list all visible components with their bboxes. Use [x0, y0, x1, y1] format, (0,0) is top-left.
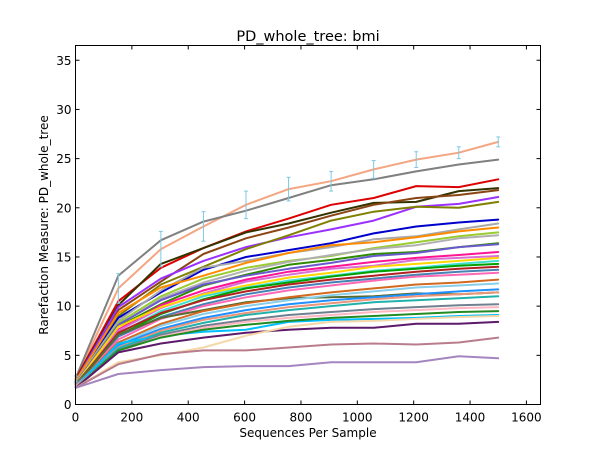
chart-title: PD_whole_tree: bmi — [236, 29, 379, 45]
errorbar-layer — [73, 136, 501, 383]
series-line-27 — [74, 291, 500, 387]
y-axis: 0 5 10 15 20 25 30 35 — [56, 54, 541, 412]
x-tick-label: 1600 — [511, 411, 542, 425]
y-tick-label: 20 — [56, 201, 71, 215]
x-tick-label: 400 — [177, 411, 200, 425]
series-layer — [74, 140, 500, 389]
series-line-6 — [74, 196, 500, 382]
series-line-22 — [74, 271, 500, 386]
series-line-14 — [74, 243, 500, 384]
series-line-16 — [74, 255, 500, 384]
plot-frame — [75, 45, 541, 405]
y-tick-label: 15 — [56, 250, 71, 264]
series-line-36 — [74, 355, 500, 389]
series-line-5 — [74, 189, 500, 381]
y-tick-label: 30 — [56, 103, 71, 117]
x-tick-label: 1400 — [455, 411, 486, 425]
x-tick-label: 600 — [233, 411, 256, 425]
series-line-25 — [74, 282, 500, 387]
x-axis: 0 200 400 600 800 1000 1200 1400 1600 — [72, 45, 542, 425]
y-tick-label: 35 — [56, 54, 71, 68]
x-axis-label: Sequences Per Sample — [239, 426, 376, 440]
y-tick-label: 0 — [64, 398, 72, 412]
y-tick-label: 10 — [56, 300, 71, 314]
x-tick-label: 0 — [72, 411, 80, 425]
series-line-33 — [74, 320, 500, 389]
series-line-17 — [74, 256, 500, 385]
y-tick-label: 5 — [64, 349, 72, 363]
x-tick-label: 1200 — [398, 411, 429, 425]
x-tick-label: 1000 — [342, 411, 373, 425]
series-line-24 — [74, 278, 500, 387]
x-tick-label: 800 — [290, 411, 313, 425]
y-axis-label: Rarefaction Measure: PD_whole_tree — [37, 115, 51, 334]
series-line-10 — [74, 226, 500, 382]
x-tick-label: 200 — [120, 411, 143, 425]
series-line-26 — [74, 288, 500, 387]
series-line-20 — [74, 265, 500, 386]
y-tick-label: 25 — [56, 152, 71, 166]
series-line-30 — [74, 303, 500, 388]
series-line-19 — [74, 262, 500, 385]
series-line-35 — [74, 336, 500, 389]
series-line-32 — [74, 310, 500, 389]
series-line-4 — [74, 187, 500, 381]
